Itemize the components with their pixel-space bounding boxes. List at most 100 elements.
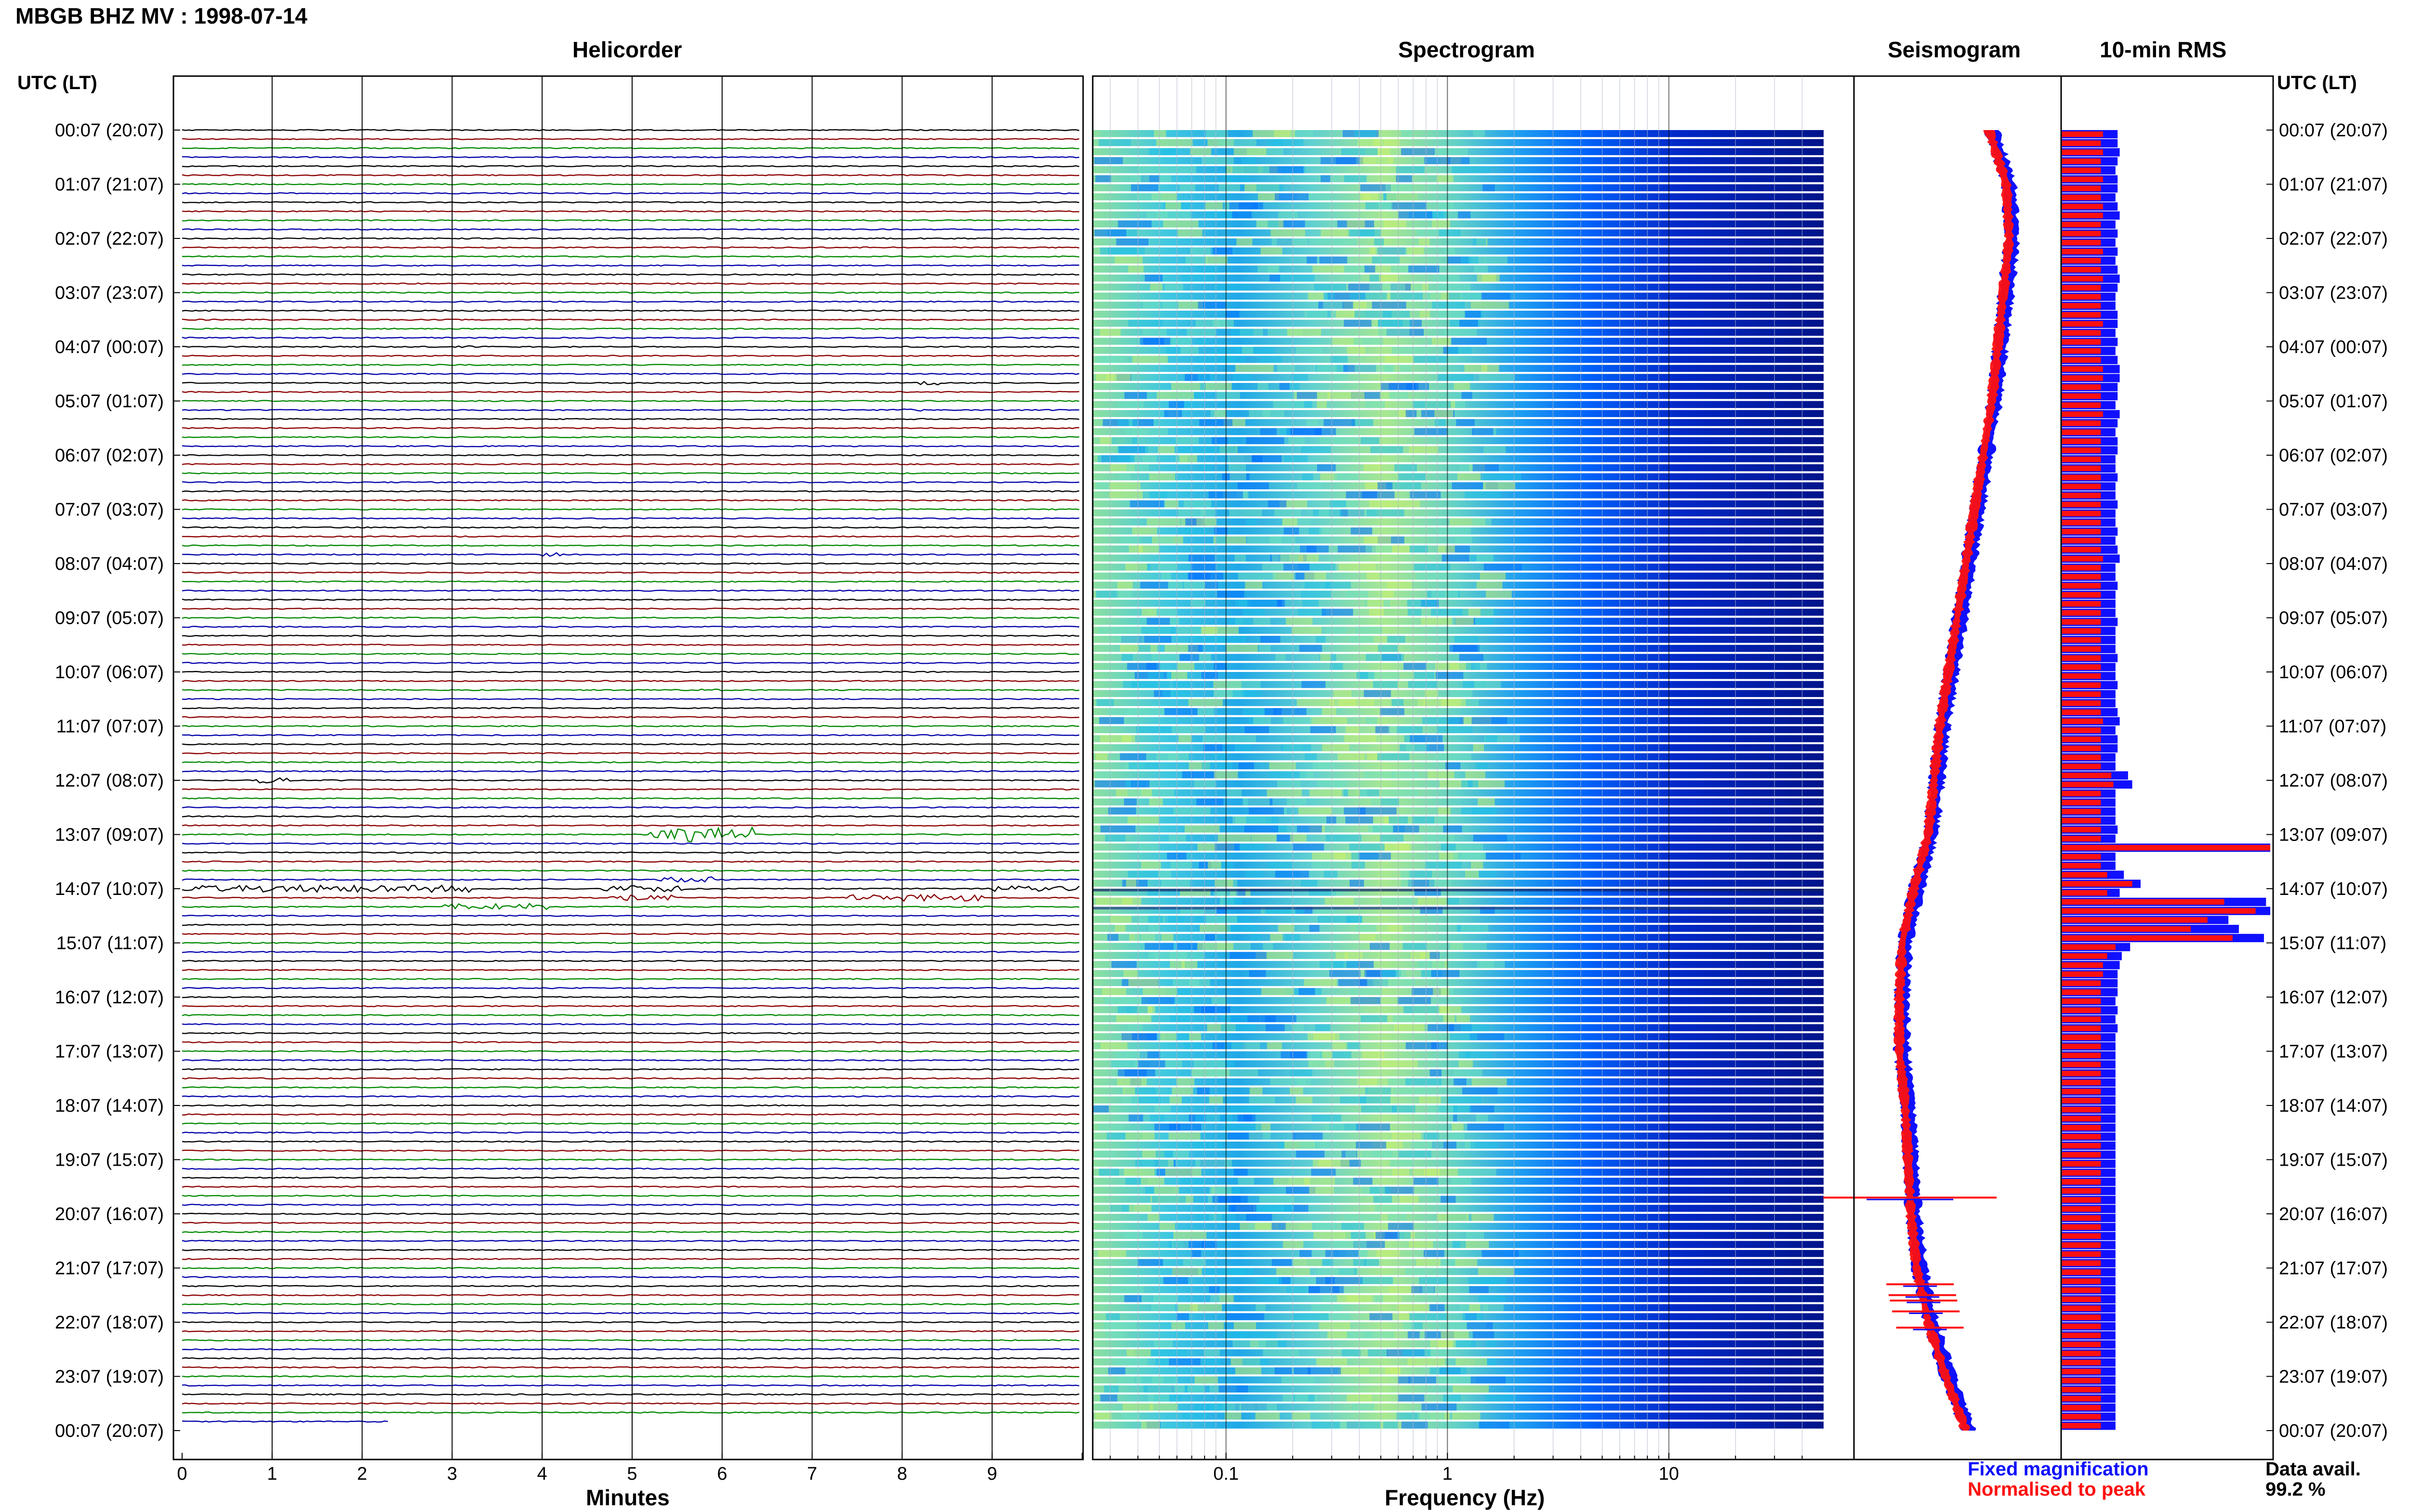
helicorder-trace xyxy=(182,1375,1080,1378)
spectrogram-speckle xyxy=(1472,464,1499,472)
spectrogram-speckle xyxy=(1384,365,1395,372)
spectrogram-speckle xyxy=(1219,139,1257,146)
seismogram-fixed-envelope xyxy=(1893,130,2020,1431)
helicorder-trace xyxy=(182,1258,1080,1261)
spectrogram-speckle xyxy=(1099,717,1124,724)
spectrogram-speckle xyxy=(1221,1015,1248,1023)
spectrogram-speckle xyxy=(1102,988,1126,995)
spectrogram-speckle xyxy=(1360,193,1371,200)
spectrogram-speckle xyxy=(1108,247,1145,255)
spectrogram-speckle xyxy=(1329,699,1356,706)
spectrogram-speckle xyxy=(1189,1033,1202,1040)
spectrogram-speckle xyxy=(1311,1304,1342,1312)
rms-bar-normalised xyxy=(2061,249,2103,255)
spectrogram-speckle xyxy=(1170,961,1185,968)
spectrogram-speckle xyxy=(1110,1286,1144,1293)
spectrogram-speckle xyxy=(1124,392,1147,399)
spectrogram-speckle xyxy=(1096,699,1114,706)
spectrogram-speckle xyxy=(1365,654,1404,661)
spectrogram-speckle xyxy=(1157,536,1173,544)
spectrogram-row xyxy=(1093,365,1824,372)
spectrogram-gap xyxy=(1093,995,1824,997)
spectrogram-speckle xyxy=(1453,1069,1482,1077)
spectrogram-speckle xyxy=(1141,861,1161,869)
spectrogram-speckle xyxy=(1460,256,1479,264)
rms-bar-normalised xyxy=(2061,203,2103,210)
spectrogram-speckle xyxy=(1118,220,1152,228)
minute-tick-label: 2 xyxy=(357,1464,367,1484)
spectrogram-speckle xyxy=(1135,1159,1168,1167)
spectrogram-speckle xyxy=(1401,880,1412,887)
spectrogram-speckle xyxy=(1341,1223,1364,1230)
spectrogram-speckle xyxy=(1459,654,1483,661)
spectrogram-speckle xyxy=(1380,798,1399,806)
spectrogram-row xyxy=(1093,446,1824,453)
spectrogram-speckle xyxy=(1226,311,1240,318)
hour-label-right: 20:07 (16:07) xyxy=(2279,1204,2388,1224)
spectrogram-speckle xyxy=(1474,265,1488,273)
rms-bar-normalised xyxy=(2061,899,2224,905)
spectrogram-speckle xyxy=(1299,771,1314,778)
spectrogram-speckle xyxy=(1423,699,1461,706)
spectrogram-speckle xyxy=(1433,275,1459,282)
spectrogram-speckle xyxy=(1136,193,1162,200)
helicorder-trace xyxy=(182,969,1080,972)
spectrogram-speckle xyxy=(1149,925,1160,932)
spectrogram-speckle xyxy=(1196,798,1224,806)
spectrogram-speckle xyxy=(1448,157,1470,164)
spectrogram-speckle xyxy=(1107,708,1141,715)
spectrogram-speckle xyxy=(1135,933,1161,941)
spectrogram-speckle xyxy=(1363,536,1391,544)
spectrogram-speckle xyxy=(1137,1259,1163,1266)
spectrogram-speckle xyxy=(1175,437,1199,445)
spectrogram-speckle xyxy=(1413,401,1451,408)
spectrogram-speckle xyxy=(1372,1150,1399,1158)
spectrogram-speckle xyxy=(1479,1421,1510,1429)
helicorder-trace xyxy=(182,1267,1080,1269)
hour-label-left: 09:07 (05:07) xyxy=(55,608,164,629)
helicorder-trace xyxy=(182,634,1080,637)
rms-bar-normalised xyxy=(2061,1206,2101,1212)
rms-bar-normalised xyxy=(2061,1260,2101,1266)
helicorder-trace xyxy=(182,1249,1080,1251)
spectrogram-speckle xyxy=(1462,1087,1498,1095)
spectrogram-speckle xyxy=(1163,1277,1188,1284)
spectrogram-speckle xyxy=(1324,292,1335,300)
rms-bar-normalised xyxy=(2061,700,2101,706)
spectrogram-speckle xyxy=(1301,681,1326,688)
helicorder-trace xyxy=(182,1167,1080,1170)
spectrogram-speckle xyxy=(1396,184,1414,192)
spectrogram-speckle xyxy=(1391,202,1427,210)
spectrogram-speckle xyxy=(1178,302,1203,309)
helicorder-trace xyxy=(182,607,1080,610)
rms-bar-normalised xyxy=(2061,212,2103,219)
rms-bar-normalised xyxy=(2061,1062,2101,1067)
spectrogram-speckle xyxy=(1324,1123,1345,1131)
spectrogram-speckle xyxy=(1245,581,1262,589)
spectrogram-speckle xyxy=(1291,374,1308,381)
spectrogram-speckle xyxy=(1214,663,1227,670)
spectrogram-speckle xyxy=(1123,1087,1135,1095)
seismogram-traces xyxy=(1823,130,2020,1431)
rms-bar-normalised xyxy=(2061,827,2101,833)
spectrogram-speckle xyxy=(1129,175,1150,183)
spectrogram-speckle xyxy=(1460,292,1481,300)
helicorder-trace xyxy=(182,1239,1080,1242)
spectrogram-speckle xyxy=(1409,870,1432,878)
spectrogram-speckle xyxy=(1436,726,1473,734)
spectrogram-speckle xyxy=(1353,1178,1373,1185)
spectrogram-speckle xyxy=(1243,608,1265,616)
spectrogram-speckle xyxy=(1249,1132,1271,1140)
spectrogram-speckle xyxy=(1232,1340,1256,1348)
helicorder-trace xyxy=(182,552,1080,557)
spectrogram-speckle xyxy=(1378,644,1398,652)
spectrogram-speckle xyxy=(1464,491,1501,499)
spectrogram-speckle xyxy=(1261,988,1294,995)
spectrogram-row xyxy=(1093,1060,1824,1067)
spectrogram-speckle xyxy=(1452,1123,1464,1131)
spectrogram-speckle xyxy=(1332,1241,1367,1248)
spectrogram-speckle xyxy=(1141,608,1157,616)
spectrogram-row xyxy=(1093,681,1824,688)
spectrogram-speckle xyxy=(1112,1358,1148,1366)
rms-bar-normalised xyxy=(2061,1143,2101,1149)
